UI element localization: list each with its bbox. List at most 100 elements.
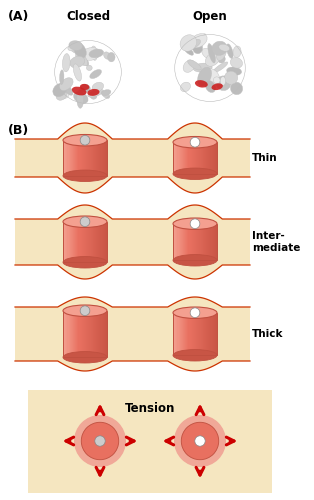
Bar bbox=[185, 312, 186, 356]
Bar bbox=[182, 142, 183, 174]
Bar bbox=[89, 140, 90, 176]
Bar bbox=[178, 142, 180, 174]
Ellipse shape bbox=[73, 64, 82, 81]
Bar bbox=[65, 140, 66, 176]
Bar bbox=[203, 142, 204, 174]
Bar bbox=[15, 307, 250, 361]
Bar bbox=[204, 312, 205, 356]
Bar bbox=[176, 224, 177, 260]
Bar bbox=[95, 140, 96, 176]
Bar bbox=[196, 224, 197, 260]
Bar bbox=[203, 312, 204, 356]
Bar bbox=[206, 142, 207, 174]
Bar bbox=[86, 222, 87, 262]
Bar bbox=[70, 140, 71, 176]
Bar bbox=[71, 140, 72, 176]
Bar bbox=[205, 224, 206, 260]
Ellipse shape bbox=[81, 84, 90, 92]
Circle shape bbox=[95, 436, 105, 446]
Bar bbox=[106, 140, 107, 176]
Bar bbox=[190, 224, 191, 260]
Ellipse shape bbox=[75, 52, 88, 66]
Ellipse shape bbox=[219, 44, 230, 52]
Bar bbox=[192, 142, 193, 174]
Bar bbox=[194, 312, 195, 356]
Bar bbox=[104, 222, 105, 262]
Bar bbox=[75, 310, 76, 358]
Bar bbox=[197, 312, 198, 356]
Bar bbox=[81, 310, 82, 358]
Bar bbox=[188, 142, 190, 174]
Ellipse shape bbox=[86, 65, 92, 70]
Ellipse shape bbox=[90, 70, 101, 78]
Bar bbox=[187, 312, 188, 356]
Ellipse shape bbox=[208, 44, 215, 63]
Bar bbox=[86, 140, 87, 176]
Ellipse shape bbox=[73, 42, 86, 58]
Ellipse shape bbox=[192, 41, 203, 54]
Bar bbox=[214, 224, 215, 260]
Bar bbox=[210, 224, 212, 260]
Ellipse shape bbox=[90, 93, 97, 99]
Bar bbox=[103, 222, 104, 262]
Ellipse shape bbox=[68, 45, 77, 51]
Ellipse shape bbox=[81, 48, 100, 60]
Bar bbox=[210, 312, 212, 356]
Ellipse shape bbox=[52, 38, 124, 106]
Bar bbox=[74, 310, 75, 358]
Bar bbox=[105, 310, 106, 358]
Bar bbox=[205, 142, 206, 174]
Bar bbox=[193, 312, 194, 356]
Bar bbox=[87, 140, 88, 176]
Bar bbox=[173, 142, 174, 174]
Bar bbox=[177, 224, 178, 260]
Bar bbox=[81, 140, 82, 176]
Bar bbox=[196, 142, 197, 174]
Bar bbox=[191, 224, 192, 260]
Bar bbox=[77, 310, 78, 358]
Bar bbox=[178, 224, 180, 260]
Bar bbox=[198, 224, 199, 260]
Text: (B): (B) bbox=[8, 124, 29, 137]
Ellipse shape bbox=[188, 60, 201, 70]
Bar bbox=[191, 312, 192, 356]
Bar bbox=[103, 140, 104, 176]
Text: Closed: Closed bbox=[66, 10, 110, 23]
Text: Thick: Thick bbox=[252, 329, 284, 339]
Bar bbox=[213, 224, 214, 260]
Bar bbox=[71, 310, 72, 358]
Bar bbox=[99, 310, 100, 358]
Bar bbox=[75, 222, 76, 262]
Bar bbox=[201, 142, 202, 174]
Ellipse shape bbox=[205, 52, 220, 66]
Bar bbox=[15, 219, 250, 265]
Ellipse shape bbox=[183, 60, 195, 72]
Bar bbox=[70, 222, 71, 262]
Bar bbox=[199, 224, 201, 260]
Bar bbox=[81, 222, 82, 262]
Bar bbox=[208, 312, 209, 356]
Bar bbox=[94, 310, 95, 358]
Bar bbox=[73, 222, 74, 262]
Bar bbox=[106, 222, 107, 262]
Bar bbox=[212, 312, 213, 356]
Bar bbox=[78, 222, 79, 262]
Bar bbox=[64, 310, 65, 358]
Bar bbox=[205, 312, 206, 356]
Bar bbox=[214, 312, 215, 356]
Ellipse shape bbox=[88, 90, 103, 97]
Ellipse shape bbox=[91, 46, 97, 60]
Bar bbox=[202, 224, 203, 260]
Bar bbox=[175, 224, 176, 260]
Bar bbox=[194, 224, 195, 260]
Ellipse shape bbox=[53, 84, 67, 96]
Bar bbox=[173, 312, 174, 356]
Bar bbox=[212, 142, 213, 174]
Bar bbox=[193, 142, 194, 174]
Bar bbox=[101, 310, 103, 358]
Bar bbox=[86, 310, 87, 358]
Bar bbox=[71, 222, 72, 262]
Bar bbox=[180, 224, 181, 260]
Bar bbox=[79, 222, 81, 262]
Bar bbox=[213, 312, 214, 356]
